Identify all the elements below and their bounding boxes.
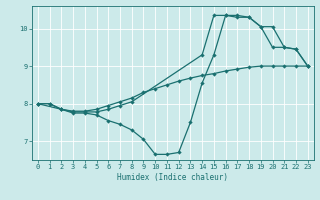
X-axis label: Humidex (Indice chaleur): Humidex (Indice chaleur) bbox=[117, 173, 228, 182]
